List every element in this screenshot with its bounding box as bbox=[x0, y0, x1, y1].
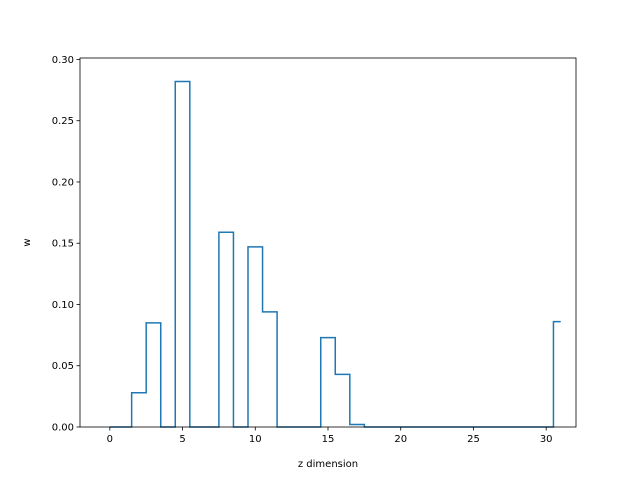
x-axis-ticks: 0 5 10 15 20 25 30 bbox=[107, 427, 553, 445]
x-tick-label: 5 bbox=[179, 434, 185, 445]
axes-frame bbox=[79, 57, 577, 428]
x-tick-label: 10 bbox=[249, 434, 262, 445]
y-axis-label: w bbox=[22, 238, 33, 246]
y-axis-ticks: 0.00 0.05 0.10 0.15 0.20 0.25 0.30 bbox=[52, 55, 80, 434]
x-tick-label: 0 bbox=[107, 434, 113, 445]
x-tick-label: 20 bbox=[394, 434, 407, 445]
y-tick-label: 0.15 bbox=[52, 239, 74, 250]
y-tick-label: 0.30 bbox=[52, 55, 74, 66]
x-tick-label: 25 bbox=[467, 434, 480, 445]
x-tick-label: 30 bbox=[540, 434, 553, 445]
x-tick-label: 15 bbox=[322, 434, 335, 445]
y-tick-label: 0.10 bbox=[52, 300, 74, 311]
x-axis-label: z dimension bbox=[298, 459, 358, 470]
y-tick-label: 0.25 bbox=[52, 116, 74, 127]
y-tick-label: 0.20 bbox=[52, 177, 74, 188]
y-tick-label: 0.00 bbox=[52, 423, 74, 434]
y-tick-label: 0.05 bbox=[52, 361, 74, 372]
